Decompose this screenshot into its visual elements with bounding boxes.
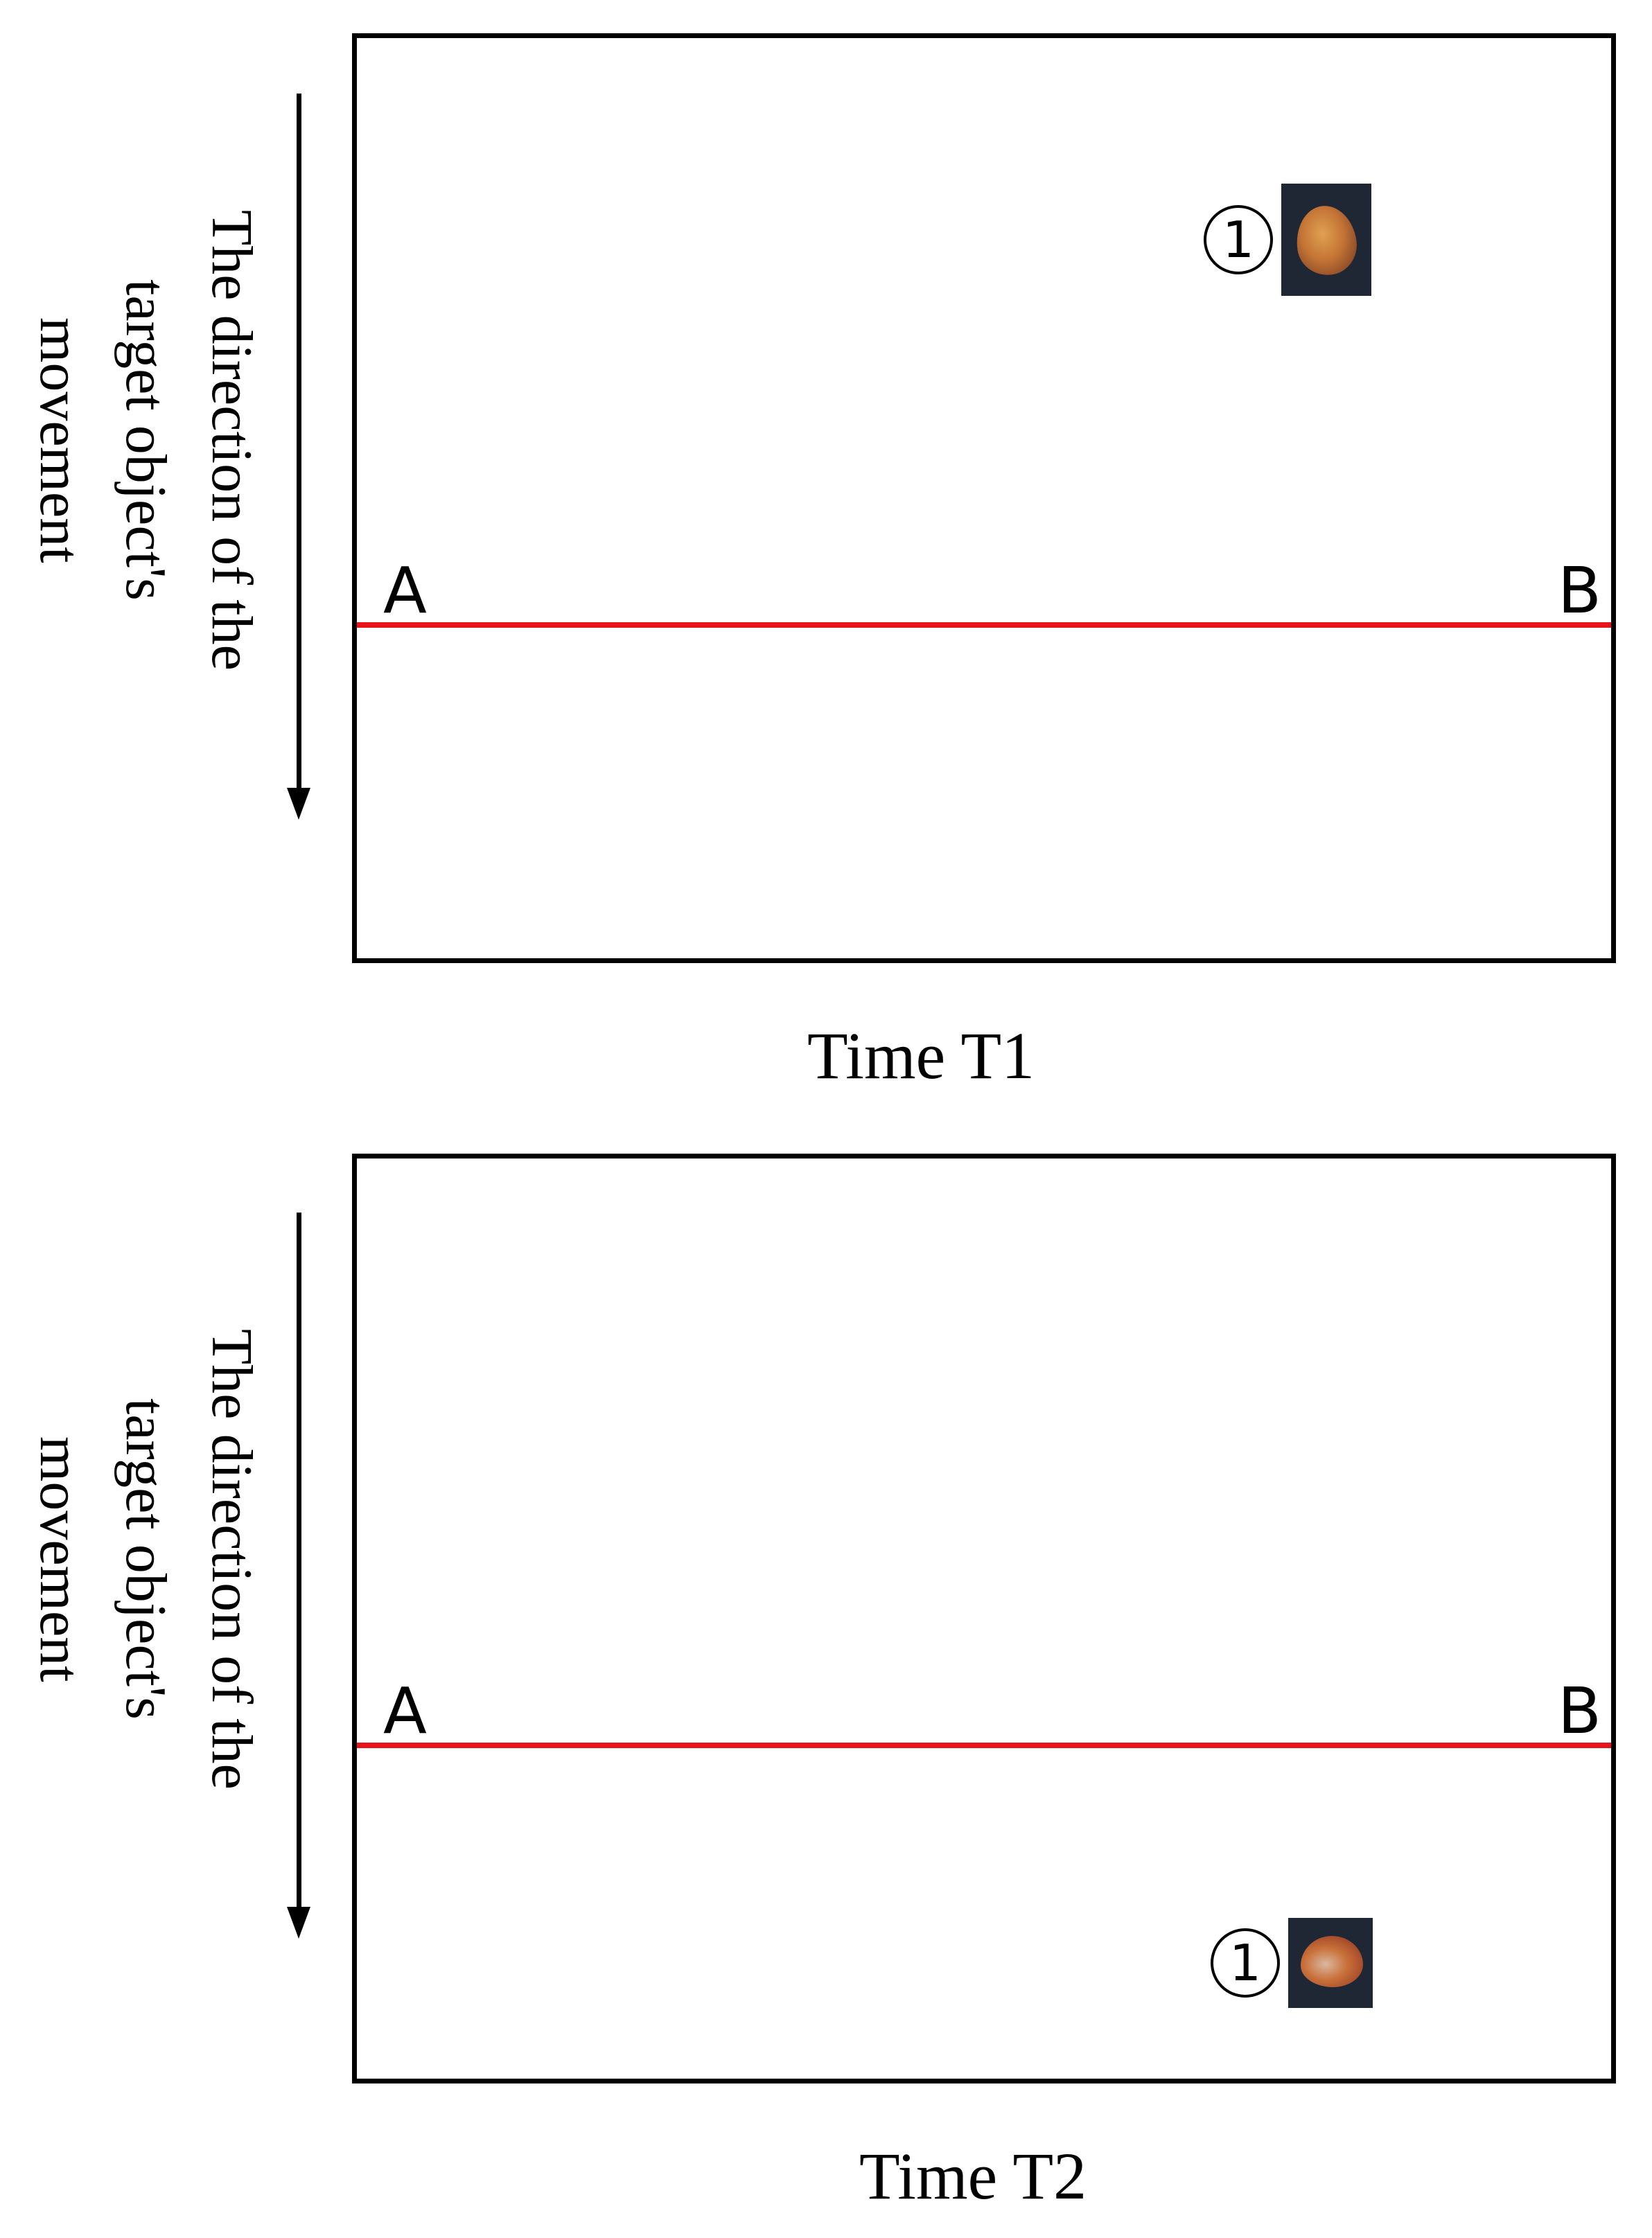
target-object-blob [1301,1936,1363,1987]
time-caption: Time T2 [859,2139,1087,2213]
panel-time-t2: The direction of the target object's mov… [0,1119,1652,2238]
direction-label: The direction of the target object's mov… [28,209,264,671]
direction-label: The direction of the target object's mov… [28,1328,264,1790]
object-number-label: 1 [1204,205,1273,274]
line-end-label: B [1557,1674,1601,1748]
direction-label-container: The direction of the target object's mov… [28,128,264,752]
detection-line [357,622,1611,628]
target-object-marker: 1 [1211,1918,1373,2008]
panel-time-t1: The direction of the target object's mov… [28,33,1616,1093]
down-arrow-icon [287,1213,310,1941]
direction-label-container: The direction of the target object's mov… [28,1247,264,1871]
arrow-shaft [297,1213,301,1912]
arrow-shaft [297,94,301,793]
arrow-head [287,788,310,820]
down-arrow-icon [287,94,310,822]
line-end-label: B [1557,554,1601,628]
target-object-blob [1292,202,1361,279]
arrow-head [287,1907,310,1939]
detection-line [357,1743,1611,1748]
time-caption: Time T1 [807,1019,1035,1093]
object-number-label: 1 [1211,1928,1280,1998]
target-object-marker: 1 [1204,184,1371,296]
video-frame: A B 1 [352,1154,1616,2083]
target-object-image [1288,1918,1373,2008]
video-frame: 1 A B [352,33,1616,963]
line-start-label: A [383,1674,427,1748]
target-object-image [1281,184,1371,296]
line-start-label: A [383,554,427,628]
